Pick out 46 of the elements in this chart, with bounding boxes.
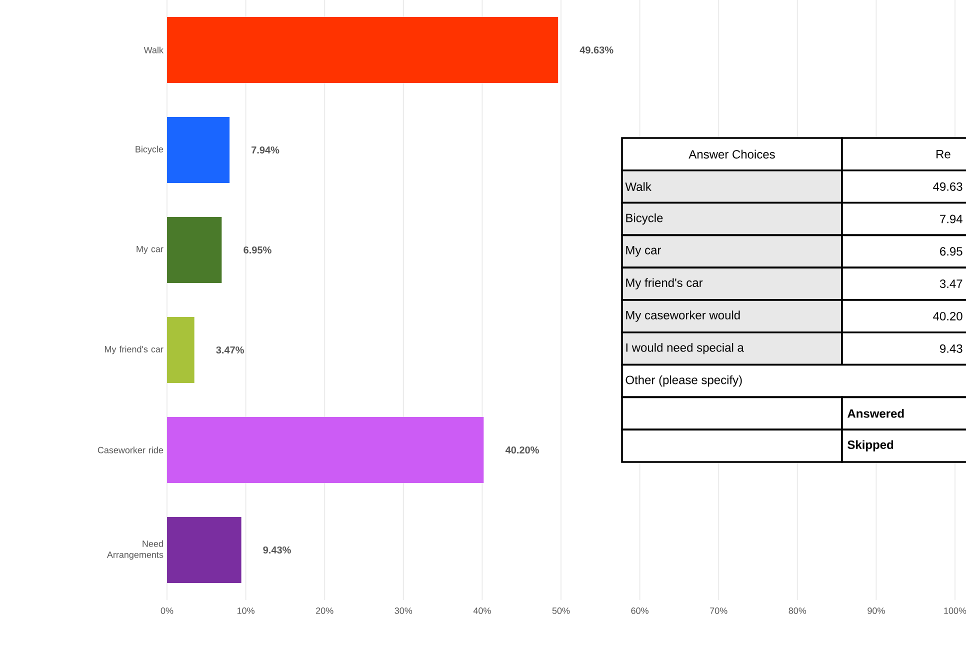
annotation: Other (please specify) [626, 375, 742, 387]
annotation: 9.43 [940, 344, 962, 353]
annotation: 7.94 [940, 214, 962, 224]
annotation: Re [936, 150, 950, 158]
data-label: 40.20% [505, 446, 539, 454]
y-tick-label: Need Arrangements [106, 540, 164, 560]
annotation: I would need special a [626, 343, 744, 354]
y-tick-label: Caseworker ride [98, 446, 164, 454]
annotation: 6.95 [940, 247, 962, 256]
bar [167, 216, 222, 283]
data-label: 9.43% [263, 546, 291, 554]
annotation: Answered [848, 408, 904, 418]
data-label: 7.94% [252, 146, 280, 154]
annotation: My caseworker would [626, 310, 740, 322]
annotation: My car [626, 246, 661, 257]
x-tick-label: 10% [237, 608, 254, 614]
annotation: Bicycle [626, 213, 663, 225]
x-tick-label: 100% [944, 608, 966, 614]
x-tick-label: 60% [631, 608, 648, 614]
data-label: 49.63% [580, 46, 614, 54]
data-label: 6.95% [244, 246, 272, 254]
x-tick-label: 90% [868, 608, 885, 614]
bar [167, 416, 484, 483]
bar [167, 116, 230, 183]
annotation: 3.47 [940, 280, 962, 288]
y-tick-label: Bicycle [136, 146, 164, 154]
x-tick-label: 0% [160, 608, 174, 614]
bar [167, 316, 194, 383]
annotation: Answer Choices [688, 150, 775, 159]
x-tick-label: 30% [394, 608, 412, 614]
annotation: 49.63 [933, 182, 962, 191]
x-tick-label: 80% [788, 608, 806, 614]
x-tick-label: 20% [316, 608, 334, 614]
x-tick-label: 70% [710, 608, 728, 614]
bar [167, 16, 558, 83]
data-label: 3.47% [216, 346, 244, 354]
annotation: My friend's car [626, 278, 703, 290]
y-tick-label: My friend's car [104, 346, 164, 354]
x-tick-label: 40% [473, 608, 491, 614]
x-tick-label: 50% [552, 608, 570, 614]
bar [167, 516, 242, 583]
y-tick-label: My car [136, 246, 164, 254]
annotation: 40.20 [933, 312, 962, 320]
annotation: Walk [625, 182, 652, 191]
annotation: Skipped [848, 440, 894, 452]
y-tick-label: Walk [144, 46, 164, 54]
